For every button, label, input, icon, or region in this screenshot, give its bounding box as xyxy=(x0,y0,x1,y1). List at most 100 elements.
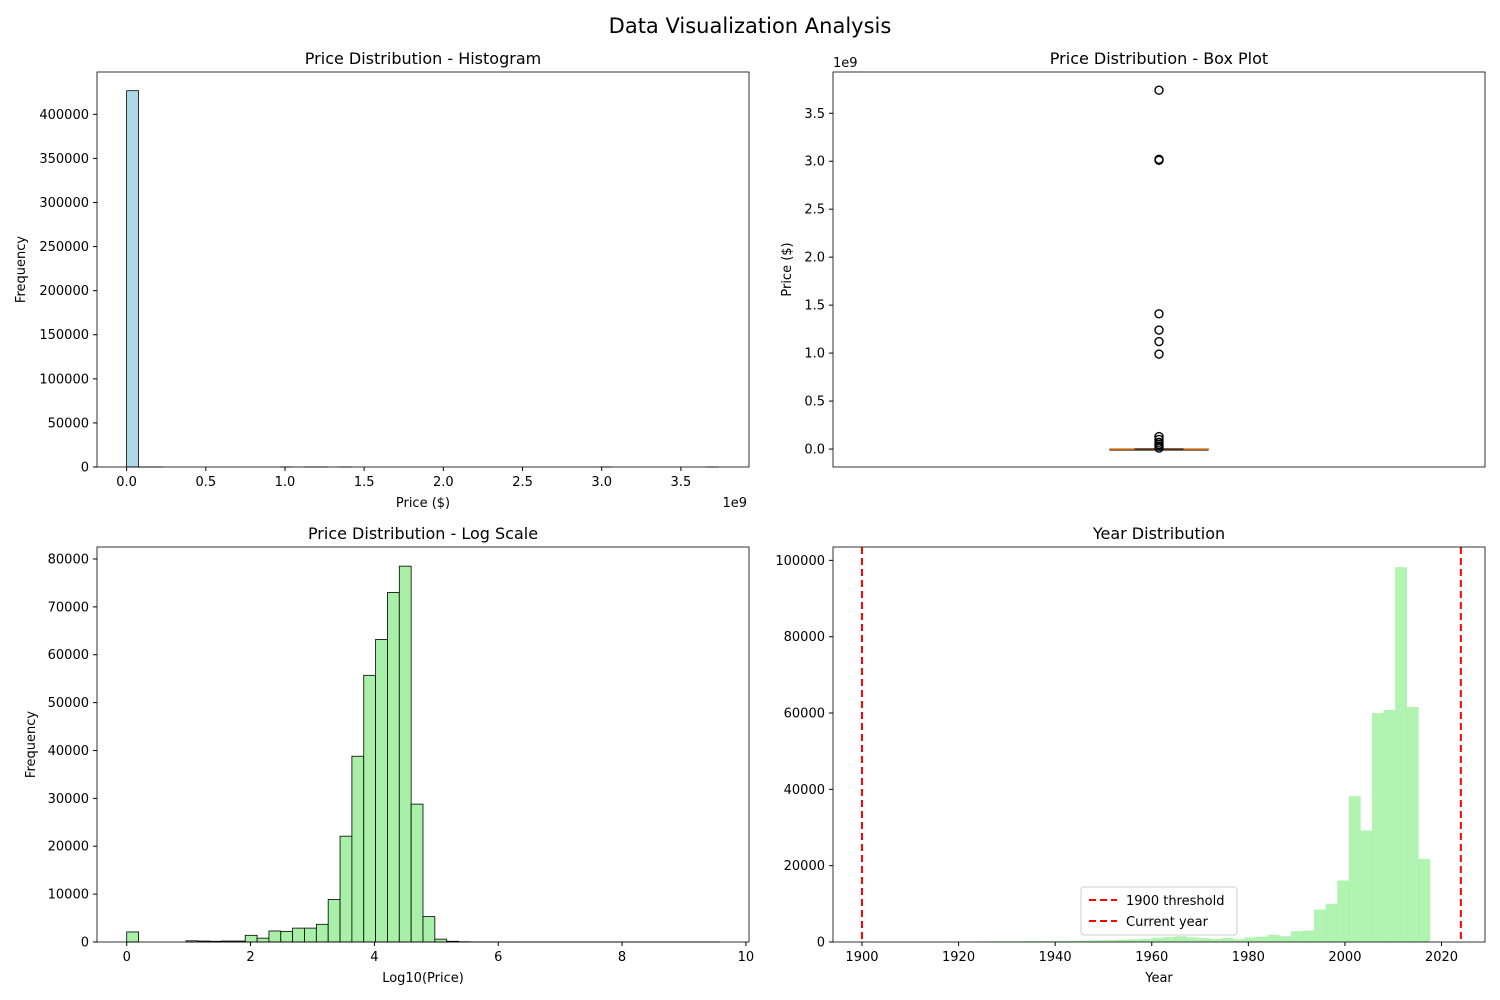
plot-title: Price Distribution - Log Scale xyxy=(308,524,538,543)
histogram-bar xyxy=(1348,796,1361,942)
histogram-bar xyxy=(363,674,376,943)
histogram-bar xyxy=(1082,940,1095,942)
x-axis-label: Log10(Price) xyxy=(382,971,464,986)
histogram-bar xyxy=(375,639,388,943)
y-tick-label: 3.0 xyxy=(804,155,825,170)
histogram-bar xyxy=(422,916,436,943)
y-tick-label: 20000 xyxy=(48,840,89,855)
histogram-bar xyxy=(1395,567,1408,942)
legend-label: Current year xyxy=(1126,915,1209,930)
y-tick-label: 20000 xyxy=(784,859,825,874)
histogram-bar xyxy=(1186,937,1199,942)
histogram-bar xyxy=(1232,939,1245,942)
x-tick-label: 2 xyxy=(246,950,254,965)
histogram-bar xyxy=(1360,830,1373,942)
histogram-bar xyxy=(1093,940,1106,942)
histogram-bar xyxy=(410,803,424,943)
y-tick-label: 2.0 xyxy=(804,251,825,266)
legend-box xyxy=(1080,886,1238,936)
x-tick-label: 2000 xyxy=(1328,950,1361,965)
histogram-bar xyxy=(434,938,448,943)
histogram-bar xyxy=(1314,909,1326,942)
histogram-bar xyxy=(1209,938,1222,942)
y-axis-label: Frequency xyxy=(14,236,29,303)
histogram-bar xyxy=(1302,930,1315,942)
histogram-bar xyxy=(1371,713,1384,942)
histogram-bar xyxy=(244,934,258,943)
x-tick-label: 8 xyxy=(618,950,626,965)
y-tick-label: 70000 xyxy=(48,600,89,615)
x-axis-label: Year xyxy=(1144,971,1173,986)
histogram-bar xyxy=(327,898,341,943)
plot-title: Price Distribution - Histogram xyxy=(305,49,541,68)
x-tick-label: 1900 xyxy=(845,950,878,965)
histogram-bar xyxy=(126,931,139,943)
outlier-point xyxy=(1154,309,1164,319)
plot-frame xyxy=(96,71,750,468)
y-tick-label: 250000 xyxy=(39,240,89,255)
histogram-bar xyxy=(1070,940,1083,942)
histogram-bar xyxy=(1418,858,1431,942)
histogram-bar xyxy=(1198,938,1211,942)
histogram-bar xyxy=(1163,937,1176,942)
x-axis-offset: 1e9 xyxy=(722,496,747,511)
x-tick-label: 1.5 xyxy=(354,475,375,490)
outlier-point xyxy=(1154,85,1164,95)
y-tick-label: 80000 xyxy=(784,630,825,645)
histogram-bar xyxy=(292,927,305,943)
x-tick-label: 3.5 xyxy=(671,475,692,490)
histogram-bar xyxy=(1174,936,1187,942)
plot-frame xyxy=(832,546,1486,943)
histogram-bar xyxy=(256,937,270,943)
y-tick-label: 40000 xyxy=(48,744,89,759)
outlier-point xyxy=(1154,349,1164,359)
x-tick-label: 4 xyxy=(370,950,378,965)
y-tick-label: 0 xyxy=(81,936,89,951)
legend: 1900 threshold Current year xyxy=(1080,886,1238,936)
y-tick-label: 300000 xyxy=(39,196,89,211)
y-axis-label: Frequency xyxy=(24,711,39,778)
outlier-point xyxy=(1154,325,1164,335)
y-tick-label: 2.5 xyxy=(804,203,825,218)
histogram-bar xyxy=(1221,937,1234,942)
histogram-bar xyxy=(1024,941,1037,942)
y-tick-label: 40000 xyxy=(784,783,825,798)
histogram-bar xyxy=(1406,706,1419,942)
histogram-bar xyxy=(1337,880,1350,942)
x-tick-label: 0.5 xyxy=(195,475,216,490)
histogram-bar xyxy=(1116,939,1129,942)
y-tick-label: 30000 xyxy=(48,792,89,807)
y-tick-label: 1.0 xyxy=(804,347,825,362)
histogram-bar xyxy=(1256,936,1268,942)
x-tick-label: 2.0 xyxy=(433,475,454,490)
plot-frame xyxy=(96,546,750,943)
histogram-bar xyxy=(387,592,400,943)
histogram-bar xyxy=(126,90,139,468)
histogram-bar xyxy=(1290,931,1303,942)
x-tick-label: 1.0 xyxy=(275,475,296,490)
histogram-bar xyxy=(1105,940,1118,942)
x-tick-label: 1960 xyxy=(1135,950,1168,965)
y-tick-label: 1.5 xyxy=(804,299,825,314)
y-tick-label: 0.0 xyxy=(804,443,825,458)
figure-title: Data Visualization Analysis xyxy=(608,14,892,38)
histogram-bar xyxy=(339,835,353,943)
x-tick-label: 6 xyxy=(494,950,502,965)
y-tick-label: 60000 xyxy=(48,648,89,663)
histogram-bar xyxy=(280,931,294,943)
plot-frame xyxy=(832,71,1486,468)
histogram-bar xyxy=(1244,937,1257,942)
outlier-point xyxy=(1154,443,1164,453)
histogram-bar xyxy=(1383,709,1396,942)
x-tick-label: 10 xyxy=(738,950,755,965)
boxplot-panel: Price Distribution - Box Plot Price ($) 0.… xyxy=(780,49,1486,468)
y-tick-label: 0 xyxy=(81,461,89,476)
y-tick-label: 50000 xyxy=(48,416,89,431)
y-tick-label: 400000 xyxy=(39,108,89,123)
y-tick-label: 100000 xyxy=(775,554,825,569)
y-tick-label: 50000 xyxy=(48,696,89,711)
log-histogram-panel: Price Distribution - Log Scale Log10(Pric… xyxy=(24,524,754,986)
histogram-bar xyxy=(304,927,317,943)
y-tick-label: 60000 xyxy=(784,707,825,722)
